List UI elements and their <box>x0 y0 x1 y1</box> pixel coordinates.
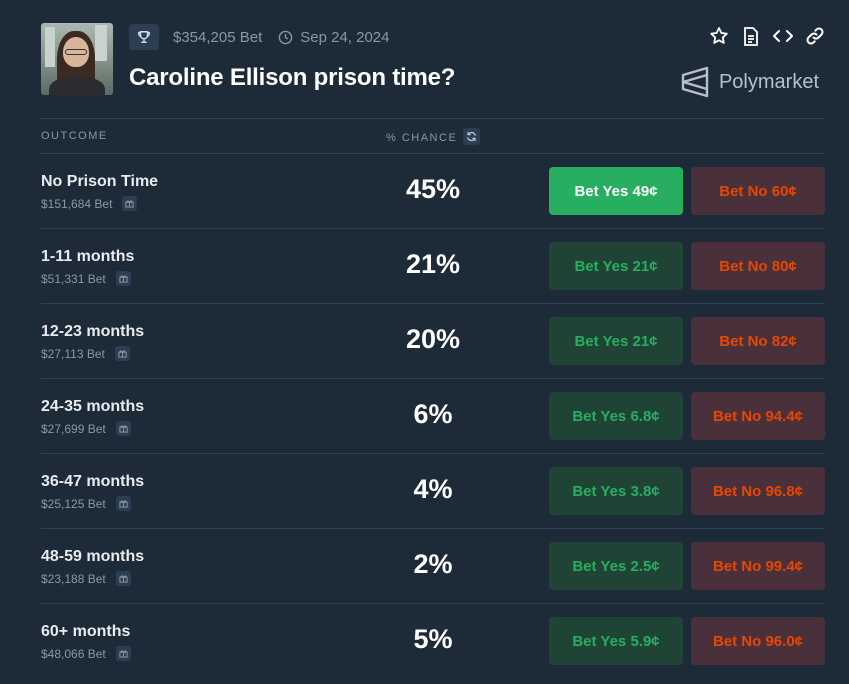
outcome-name: 60+ months <box>41 623 131 640</box>
bet-yes-button[interactable]: Bet Yes 3.8¢ <box>549 467 683 515</box>
outcome-name: 36-47 months <box>41 473 145 490</box>
refresh-icon[interactable] <box>463 128 481 145</box>
gift-icon[interactable] <box>115 496 131 511</box>
market-image <box>41 23 113 95</box>
outcome-volume: $51,331 Bet <box>41 271 106 286</box>
outcome-volume: $151,684 Bet <box>41 196 113 211</box>
outcome-name: 48-59 months <box>41 548 145 565</box>
outcome-volume: $27,113 Bet <box>41 346 105 361</box>
clock-icon <box>278 30 293 45</box>
outcome-chance: 4% <box>413 474 453 504</box>
outcome-name: No Prison Time <box>41 173 159 190</box>
column-chance-label: % CHANCE <box>386 131 458 144</box>
gift-icon[interactable] <box>115 646 131 661</box>
outcome-row: 1-11 months $51,331 Bet 21% Bet Yes 21¢ … <box>41 229 825 304</box>
outcome-row: 60+ months $48,066 Bet 5% Bet Yes 5.9¢ B… <box>41 604 825 678</box>
trophy-icon[interactable] <box>129 24 159 50</box>
market-end-date: Sep 24, 2024 <box>300 28 390 46</box>
bet-yes-button[interactable]: Bet Yes 5.9¢ <box>549 617 683 665</box>
star-icon[interactable] <box>709 26 729 46</box>
gift-icon[interactable] <box>115 571 131 586</box>
outcome-chance: 5% <box>413 624 453 654</box>
polymarket-logo-icon <box>681 66 709 98</box>
outcome-chance: 2% <box>413 549 453 579</box>
bet-no-button[interactable]: Bet No 60¢ <box>691 167 825 215</box>
outcome-row: 36-47 months $25,125 Bet 4% Bet Yes 3.8¢… <box>41 454 825 529</box>
market-meta: $354,205 Bet Sep 24, 2024 <box>129 24 390 50</box>
link-icon[interactable] <box>805 26 825 46</box>
outcome-row: 24-35 months $27,699 Bet 6% Bet Yes 6.8¢… <box>41 379 825 454</box>
outcome-chance: 6% <box>413 399 453 429</box>
bet-yes-button[interactable]: Bet Yes 21¢ <box>549 317 683 365</box>
outcome-row: 48-59 months $23,188 Bet 2% Bet Yes 2.5¢… <box>41 529 825 604</box>
column-outcome: OUTCOME <box>41 130 108 142</box>
gift-icon[interactable] <box>115 421 131 436</box>
outcome-volume: $48,066 Bet <box>41 646 106 661</box>
bet-yes-button[interactable]: Bet Yes 49¢ <box>549 167 683 215</box>
bet-yes-button[interactable]: Bet Yes 21¢ <box>549 242 683 290</box>
gift-icon[interactable] <box>114 346 130 361</box>
market-actions <box>709 26 825 46</box>
gift-icon[interactable] <box>122 196 138 211</box>
outcomes-table-body: No Prison Time $151,684 Bet 45% Bet Yes … <box>41 154 825 678</box>
bet-no-button[interactable]: Bet No 96.0¢ <box>691 617 825 665</box>
outcome-chance: 20% <box>405 324 461 354</box>
column-chance: % CHANCE <box>386 128 481 145</box>
bet-no-button[interactable]: Bet No 96.8¢ <box>691 467 825 515</box>
bet-no-button[interactable]: Bet No 94.4¢ <box>691 392 825 440</box>
outcome-volume: $25,125 Bet <box>41 496 106 511</box>
market-volume: $354,205 Bet <box>173 28 263 46</box>
outcome-volume: $23,188 Bet <box>41 571 106 586</box>
gift-icon[interactable] <box>115 271 131 286</box>
brand-name: Polymarket <box>718 70 819 93</box>
brand-logo: Polymarket <box>681 66 819 98</box>
outcome-name: 1-11 months <box>41 248 135 265</box>
document-icon[interactable] <box>741 26 761 46</box>
outcome-row: 12-23 months $27,113 Bet 20% Bet Yes 21¢… <box>41 304 825 379</box>
bet-yes-button[interactable]: Bet Yes 2.5¢ <box>549 542 683 590</box>
bet-no-button[interactable]: Bet No 99.4¢ <box>691 542 825 590</box>
code-icon[interactable] <box>773 26 793 46</box>
outcome-volume: $27,699 Bet <box>41 421 106 436</box>
outcome-name: 12-23 months <box>41 323 145 340</box>
bet-yes-button[interactable]: Bet Yes 6.8¢ <box>549 392 683 440</box>
market-header: $354,205 Bet Sep 24, 2024 Caroline Ellis… <box>41 0 825 118</box>
bet-no-button[interactable]: Bet No 82¢ <box>691 317 825 365</box>
market-title: Caroline Ellison prison time? <box>129 64 456 91</box>
outcome-chance: 45% <box>405 174 461 204</box>
outcome-name: 24-35 months <box>41 398 145 415</box>
outcome-chance: 21% <box>405 249 461 279</box>
outcomes-table-header: OUTCOME % CHANCE <box>41 118 825 154</box>
outcome-row: No Prison Time $151,684 Bet 45% Bet Yes … <box>41 154 825 229</box>
bet-no-button[interactable]: Bet No 80¢ <box>691 242 825 290</box>
